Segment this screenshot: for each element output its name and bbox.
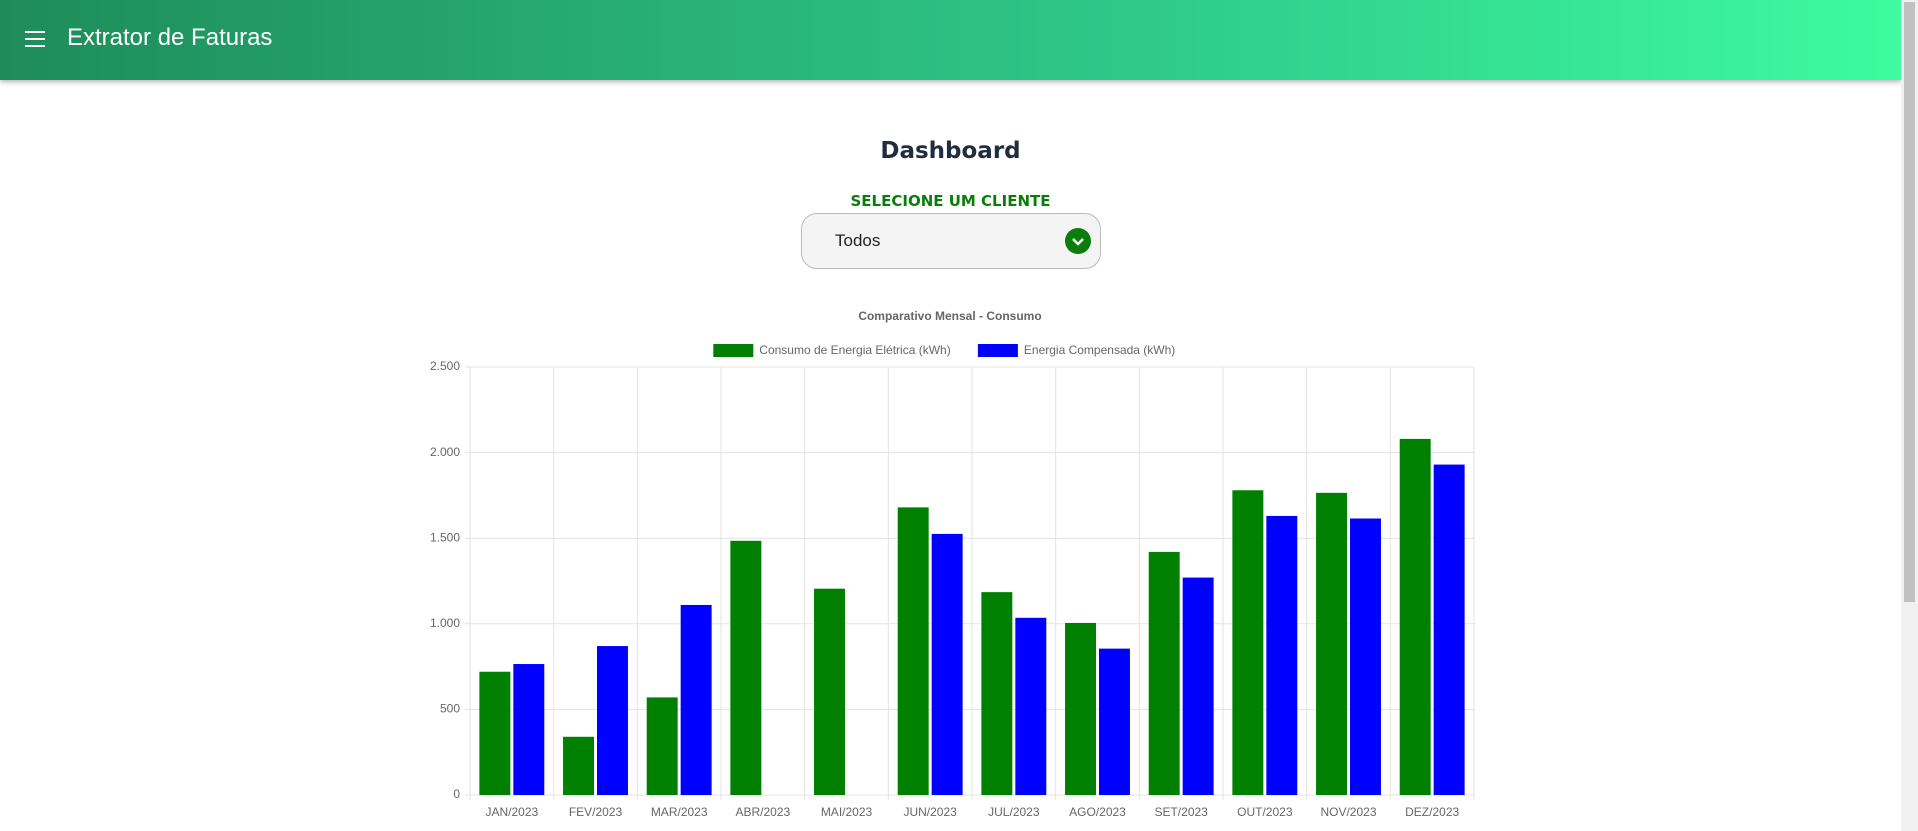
y-tick-label: 2.500 [430, 359, 460, 373]
bar [1065, 622, 1096, 795]
y-tick-label: 2.000 [430, 445, 460, 459]
legend-label: Consumo de Energia Elétrica (kWh) [759, 343, 950, 357]
y-tick-label: 1.000 [430, 616, 460, 630]
bar [814, 588, 845, 795]
bar [981, 592, 1013, 795]
bar [730, 540, 762, 795]
menu-button[interactable] [25, 31, 45, 52]
x-tick-label: SET/2023 [1154, 805, 1208, 819]
bar [1316, 492, 1347, 795]
x-tick-label: FEV/2023 [569, 805, 623, 819]
bar [1148, 551, 1180, 795]
x-tick-label: OUT/2023 [1237, 805, 1293, 819]
bar [1399, 438, 1431, 795]
select-value: Todos [835, 231, 881, 250]
bar [1015, 617, 1047, 795]
bar [897, 507, 929, 795]
bar [597, 646, 628, 795]
x-tick-label: NOV/2023 [1320, 805, 1376, 819]
x-tick-label: MAR/2023 [651, 805, 708, 819]
bar [1099, 648, 1130, 795]
bar [1350, 518, 1381, 795]
y-tick-label: 1.500 [430, 530, 460, 544]
legend-swatch [713, 344, 754, 357]
scrollbar[interactable] [1901, 0, 1918, 831]
bar [931, 533, 963, 795]
legend-swatch [977, 344, 1018, 357]
legend-label: Energia Compensada (kWh) [1024, 343, 1175, 357]
x-tick-label: JAN/2023 [485, 805, 538, 819]
x-tick-label: ABR/2023 [735, 805, 790, 819]
x-tick-label: JUL/2023 [988, 805, 1040, 819]
x-tick-label: JUN/2023 [903, 805, 957, 819]
x-tick-label: MAI/2023 [821, 805, 873, 819]
bar [479, 671, 511, 795]
y-tick-label: 0 [453, 787, 460, 801]
x-tick-label: DEZ/2023 [1405, 805, 1459, 819]
x-tick-label: AGO/2023 [1069, 805, 1126, 819]
bar [1182, 577, 1214, 795]
bar [1232, 490, 1264, 795]
app-bar: Extrator de Faturas [0, 0, 1901, 80]
y-tick-label: 500 [440, 702, 460, 716]
bar [513, 664, 545, 795]
bar [1433, 464, 1465, 795]
select-label: SELECIONE UM CLIENTE [850, 192, 1051, 210]
app-title: Extrator de Faturas [67, 24, 273, 51]
bar [646, 697, 678, 795]
bar [680, 604, 712, 795]
page-title: Dashboard [880, 138, 1021, 164]
dropdown-icon [1065, 228, 1091, 254]
chart-title: Comparativo Mensal - Consumo [858, 309, 1041, 323]
client-select[interactable]: Todos [801, 213, 1101, 269]
bar [563, 736, 594, 795]
bar [1266, 515, 1298, 795]
